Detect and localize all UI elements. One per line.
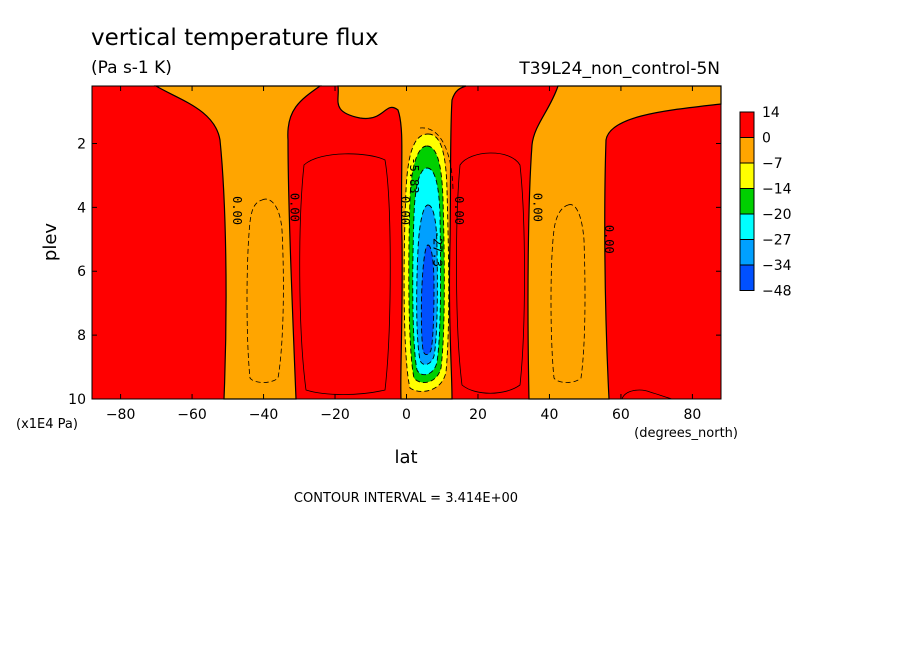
colorbar-swatch [739,239,755,266]
colorbar-swatch [739,188,755,215]
colorbar-swatch [739,137,755,164]
colorbar: 14 0 −7 −14 −20 −27 −34 −48 [739,105,792,300]
x-tick-label: −40 [249,407,279,423]
colorbar-swatch [739,162,755,189]
contour-label: 0.00 [602,225,616,254]
colorbar-label: −48 [762,284,792,300]
colorbar-label: 14 [762,105,780,121]
chart-title: vertical temperature flux [91,25,379,51]
contour-label: -27.3 [430,231,444,267]
y-axis-units: (x1E4 Pa) [16,417,78,432]
contour-label: 0.00 [287,193,301,222]
contour-labels: 0.00 0.00 0.00 0.00 0.00 0.00 -5.83 -27.3 [230,157,616,267]
negative-band-nh-mid [527,85,722,400]
contour-label: 0.00 [230,196,244,225]
x-axis-units: (degrees_north) [634,426,738,441]
contour-field [92,85,722,400]
dashed-contour-nh [550,204,586,383]
y-tick-label: 8 [77,328,86,344]
x-tick-label: 0 [402,407,411,423]
x-tick-label: −60 [177,407,207,423]
colorbar-label: −27 [762,233,792,249]
colorbar-swatch [739,111,755,138]
colorbar-label: −34 [762,258,792,274]
dashed-contour-jet-outer [419,127,454,191]
x-tick-label: −80 [106,407,136,423]
x-tick-label: 20 [469,407,487,423]
level-m34 [420,244,435,355]
y-axis: 2 4 6 8 10 [68,136,721,408]
positive-spot-nh [621,389,673,400]
x-axis-label: lat [394,447,417,468]
colorbar-label: −20 [762,207,792,223]
contour-label: 0.00 [452,196,466,225]
x-axis: −80 −60 −40 −20 0 20 40 60 80 [106,86,701,423]
colorbar-swatch [739,213,755,240]
x-tick-label: 60 [612,407,630,423]
run-label: T39L24_non_control-5N [518,59,720,79]
chart-units: (Pa s-1 K) [91,58,172,78]
positive-cell-sh [299,153,391,395]
y-tick-label: 2 [77,136,86,152]
dashed-contour-sh [246,198,284,383]
x-tick-label: −20 [320,407,350,423]
colorbar-swatch [739,264,755,291]
colorbar-label: −7 [762,156,783,172]
contour-label: -5.83 [407,157,421,193]
x-tick-label: 40 [541,407,559,423]
contour-interval: CONTOUR INTERVAL = 3.414E+00 [294,491,518,506]
y-tick-label: 6 [77,264,86,280]
colorbar-label: −14 [762,182,792,198]
contour-label: 0.00 [530,193,544,222]
contour-label: 0.00 [398,196,412,225]
positive-cell-nh [456,152,525,394]
colorbar-label: 0 [762,131,771,147]
y-tick-label: 4 [77,200,86,216]
y-axis-label: plev [40,223,61,262]
y-tick-label: 10 [68,392,86,408]
x-tick-label: 80 [683,407,701,423]
